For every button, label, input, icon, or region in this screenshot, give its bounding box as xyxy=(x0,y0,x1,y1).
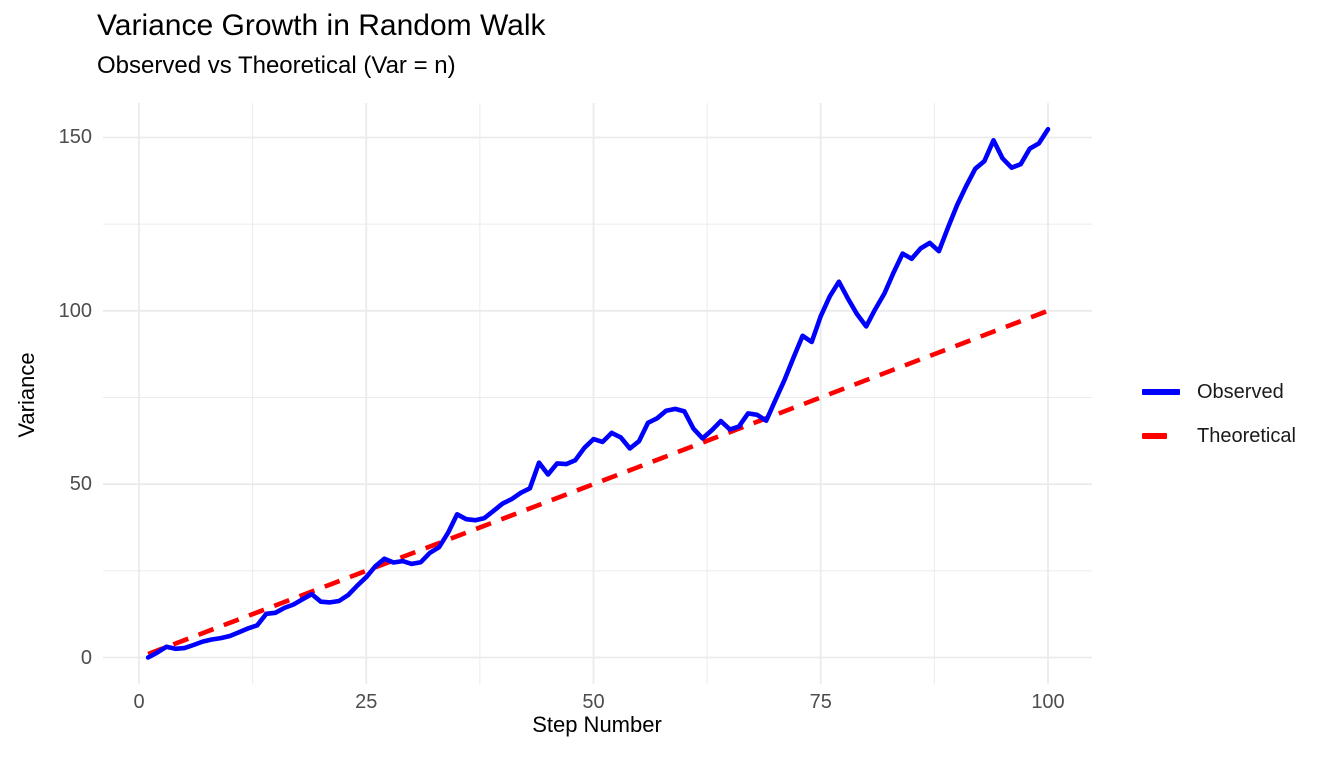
y-tick-label: 150 xyxy=(58,126,92,149)
x-tick-label: 0 xyxy=(133,691,145,713)
dashed-line-key-icon xyxy=(1142,420,1180,452)
chart-title: Variance Growth in Random Walk xyxy=(97,9,546,42)
legend-key-swatch xyxy=(1142,389,1180,395)
x-tick-label: 50 xyxy=(582,691,605,713)
y-tick-label: 100 xyxy=(58,299,92,322)
series-line-observed xyxy=(145,126,1051,660)
chart-subtitle: Observed vs Theoretical (Var = n) xyxy=(97,52,456,79)
x-tick-label: 75 xyxy=(809,691,832,713)
x-axis-title: Step Number xyxy=(532,712,662,737)
solid-line-key-icon xyxy=(1142,376,1180,408)
legend-key-swatch xyxy=(1142,433,1167,439)
legend-item-theoretical: Theoretical xyxy=(1142,420,1296,452)
y-tick-label: 0 xyxy=(80,646,92,669)
y-tick-label: 50 xyxy=(69,473,92,496)
legend: Observed Theoretical xyxy=(1142,376,1296,464)
x-tick-label: 25 xyxy=(355,691,378,713)
y-axis-title: Variance xyxy=(14,352,39,438)
legend-label: Observed xyxy=(1197,380,1284,403)
series-line-theoretical xyxy=(147,308,1049,657)
legend-label: Theoretical xyxy=(1197,424,1296,447)
legend-item-observed: Observed xyxy=(1142,376,1296,408)
x-tick-label: 100 xyxy=(1031,691,1065,713)
